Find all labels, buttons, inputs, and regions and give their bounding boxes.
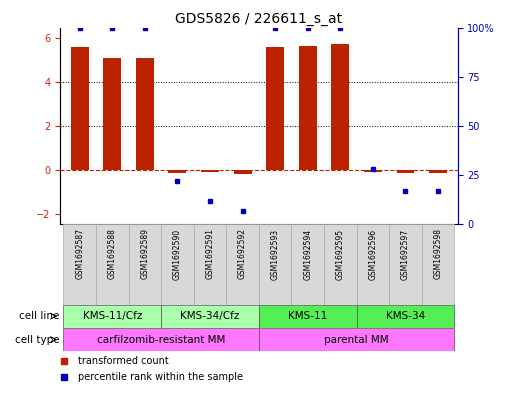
Bar [364,170,382,172]
Bar [63,305,161,328]
Bar [332,44,349,170]
Bar [194,224,226,305]
Bar [429,170,447,173]
Text: KMS-34/Cfz: KMS-34/Cfz [180,311,240,321]
Text: GSM1692598: GSM1692598 [434,228,442,279]
Text: parental MM: parental MM [324,334,389,345]
Text: GSM1692587: GSM1692587 [75,228,84,279]
Bar [63,328,259,351]
Text: GSM1692593: GSM1692593 [271,228,280,279]
Bar [96,224,129,305]
Text: GSM1692597: GSM1692597 [401,228,410,279]
Bar [161,305,259,328]
Bar [129,224,161,305]
Bar [422,224,454,305]
Bar [136,58,154,170]
Bar [324,224,357,305]
Bar [63,224,96,305]
Bar [226,224,259,305]
Bar [71,47,89,170]
Bar [234,170,252,174]
Text: cell type: cell type [15,334,60,345]
Bar [259,224,291,305]
Text: transformed count: transformed count [78,356,169,366]
Bar [201,170,219,172]
Text: GSM1692589: GSM1692589 [140,228,150,279]
Bar [259,328,454,351]
Bar [259,305,357,328]
Text: cell line: cell line [19,311,60,321]
Text: GSM1692588: GSM1692588 [108,228,117,279]
Text: carfilzomib-resistant MM: carfilzomib-resistant MM [97,334,225,345]
Text: GSM1692590: GSM1692590 [173,228,182,279]
Bar [104,58,121,170]
Title: GDS5826 / 226611_s_at: GDS5826 / 226611_s_at [175,13,343,26]
Bar [299,46,317,170]
Text: GSM1692592: GSM1692592 [238,228,247,279]
Text: KMS-34: KMS-34 [386,311,425,321]
Bar [357,224,389,305]
Bar [396,170,414,173]
Bar [291,224,324,305]
Bar [161,224,194,305]
Bar [266,47,284,170]
Text: GSM1692595: GSM1692595 [336,228,345,279]
Text: percentile rank within the sample: percentile rank within the sample [78,372,243,382]
Bar [357,305,454,328]
Text: KMS-11: KMS-11 [288,311,327,321]
Text: GSM1692594: GSM1692594 [303,228,312,279]
Text: GSM1692596: GSM1692596 [368,228,378,279]
Text: GSM1692591: GSM1692591 [206,228,214,279]
Bar [389,224,422,305]
Bar [168,170,186,173]
Text: KMS-11/Cfz: KMS-11/Cfz [83,311,142,321]
